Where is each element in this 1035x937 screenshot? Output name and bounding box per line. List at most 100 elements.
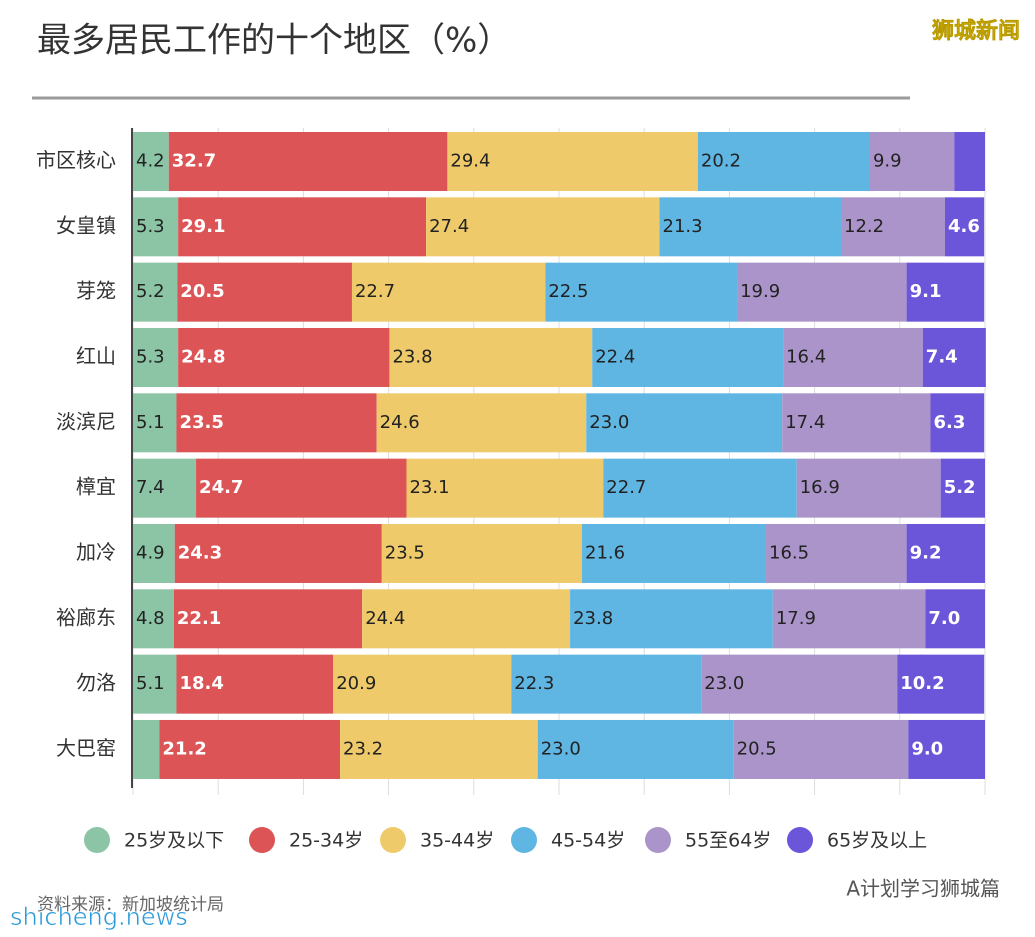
- y-tick-label: 加冷: [76, 540, 116, 564]
- data-label: 9.1: [910, 281, 942, 302]
- y-tick-label: 女皇镇: [56, 213, 116, 237]
- data-label: 4.6: [948, 216, 980, 237]
- bar-segment: [906, 523, 985, 583]
- bar-segment: [592, 327, 784, 387]
- bar-segment: [178, 197, 427, 257]
- bar-segment: [447, 132, 698, 191]
- data-label: 29.4: [450, 151, 490, 172]
- bar-segment: [869, 132, 955, 191]
- bar-segment: [545, 262, 738, 322]
- bar-segment: [701, 654, 898, 714]
- bar-segment: [841, 197, 945, 257]
- data-label: 23.0: [704, 673, 744, 694]
- data-label: 22.5: [548, 281, 588, 302]
- chart-title: 最多居民工作的十个地区（%）: [37, 21, 511, 61]
- bar-segment: [782, 393, 931, 453]
- legend-label: 55至64岁: [685, 830, 771, 852]
- data-label: 23.8: [573, 608, 613, 629]
- data-label: 20.5: [737, 738, 777, 759]
- source-note: 资料来源：新加坡统计局: [37, 895, 224, 915]
- y-tick-label: 市区核心: [36, 148, 116, 172]
- data-label: 22.4: [595, 346, 635, 367]
- data-label: 23.1: [409, 477, 449, 498]
- data-label: 12.2: [844, 216, 884, 237]
- y-tick-label: 淡滨尼: [56, 409, 116, 433]
- data-label: 22.7: [355, 281, 395, 302]
- data-label: 20.9: [336, 673, 376, 694]
- y-tick-label: 樟宜: [76, 475, 116, 499]
- bar-segment: [897, 654, 985, 714]
- legend-swatch: [249, 827, 275, 853]
- legend-swatch: [645, 827, 671, 853]
- bar-segment: [925, 589, 985, 649]
- bar-segment: [570, 589, 773, 649]
- data-label: 5.3: [136, 216, 165, 237]
- bar-segment: [582, 523, 767, 583]
- data-label: 27.4: [429, 216, 469, 237]
- bar-segment: [133, 719, 160, 779]
- data-label: 5.2: [944, 477, 976, 498]
- bar-segment: [133, 458, 197, 518]
- data-label: 24.6: [380, 412, 420, 433]
- bar-segment: [133, 589, 174, 649]
- data-label: 4.2: [136, 151, 165, 172]
- legend-label: 45-54岁: [551, 830, 625, 852]
- bar-segment: [930, 393, 985, 453]
- data-label: 5.1: [136, 673, 165, 694]
- data-label: 23.5: [179, 412, 223, 433]
- bar-segment: [133, 327, 179, 387]
- bar-segment: [176, 393, 377, 453]
- data-label: 4.8: [136, 608, 165, 629]
- bar-segment: [381, 523, 583, 583]
- bar-segment: [133, 523, 175, 583]
- legend-swatch: [84, 827, 110, 853]
- bar-segment: [168, 132, 448, 191]
- data-label: 5.3: [136, 346, 165, 367]
- y-tick-label: 大巴窑: [56, 736, 116, 760]
- data-label: 5.1: [136, 412, 165, 433]
- bar-segment: [783, 327, 923, 387]
- data-label: 10.2: [900, 673, 944, 694]
- data-label: 23.8: [392, 346, 432, 367]
- data-label: 21.3: [663, 216, 703, 237]
- legend-label: 25岁及以下: [124, 830, 224, 852]
- data-label: 23.5: [385, 542, 425, 563]
- data-label: 23.0: [541, 738, 581, 759]
- y-tick-label: 红山: [76, 344, 116, 368]
- bar-segment: [177, 262, 352, 322]
- data-label: 29.1: [181, 216, 225, 237]
- legend-label: 35-44岁: [420, 830, 494, 852]
- data-label: 22.7: [606, 477, 646, 498]
- data-label: 32.7: [172, 151, 216, 172]
- bars: 市区核心 4.2 32.7 29.4 20.2 9.9 女皇镇 5.3 29.1 27.4 21.3…: [36, 132, 986, 779]
- bar-segment: [389, 327, 593, 387]
- data-label: 16.4: [786, 346, 826, 367]
- bar-segment: [351, 262, 546, 322]
- data-label: 19.9: [740, 281, 780, 302]
- bar-segment: [737, 262, 907, 322]
- data-label: 20.2: [701, 151, 741, 172]
- data-label: 16.5: [769, 542, 809, 563]
- data-label: 24.8: [181, 346, 225, 367]
- bar-segment: [174, 523, 382, 583]
- bar-segment: [766, 523, 907, 583]
- legend-label: 25-34岁: [289, 830, 363, 852]
- data-label: 17.9: [776, 608, 816, 629]
- watermark: 狮城新闻: [932, 18, 1020, 44]
- bar-segment: [940, 458, 985, 518]
- data-label: 21.6: [585, 542, 625, 563]
- bar-segment: [922, 327, 986, 387]
- bar-segment: [796, 458, 941, 518]
- bar-segment: [133, 654, 177, 714]
- data-label: 23.2: [343, 738, 383, 759]
- bar-segment: [173, 589, 363, 649]
- legend-swatch: [511, 827, 537, 853]
- data-label: 21.2: [162, 738, 206, 759]
- data-label: 9.2: [910, 542, 942, 563]
- bar-segment: [426, 197, 660, 257]
- bar-segment: [176, 654, 334, 714]
- data-label: 4.9: [136, 542, 165, 563]
- data-label: 7.0: [928, 608, 960, 629]
